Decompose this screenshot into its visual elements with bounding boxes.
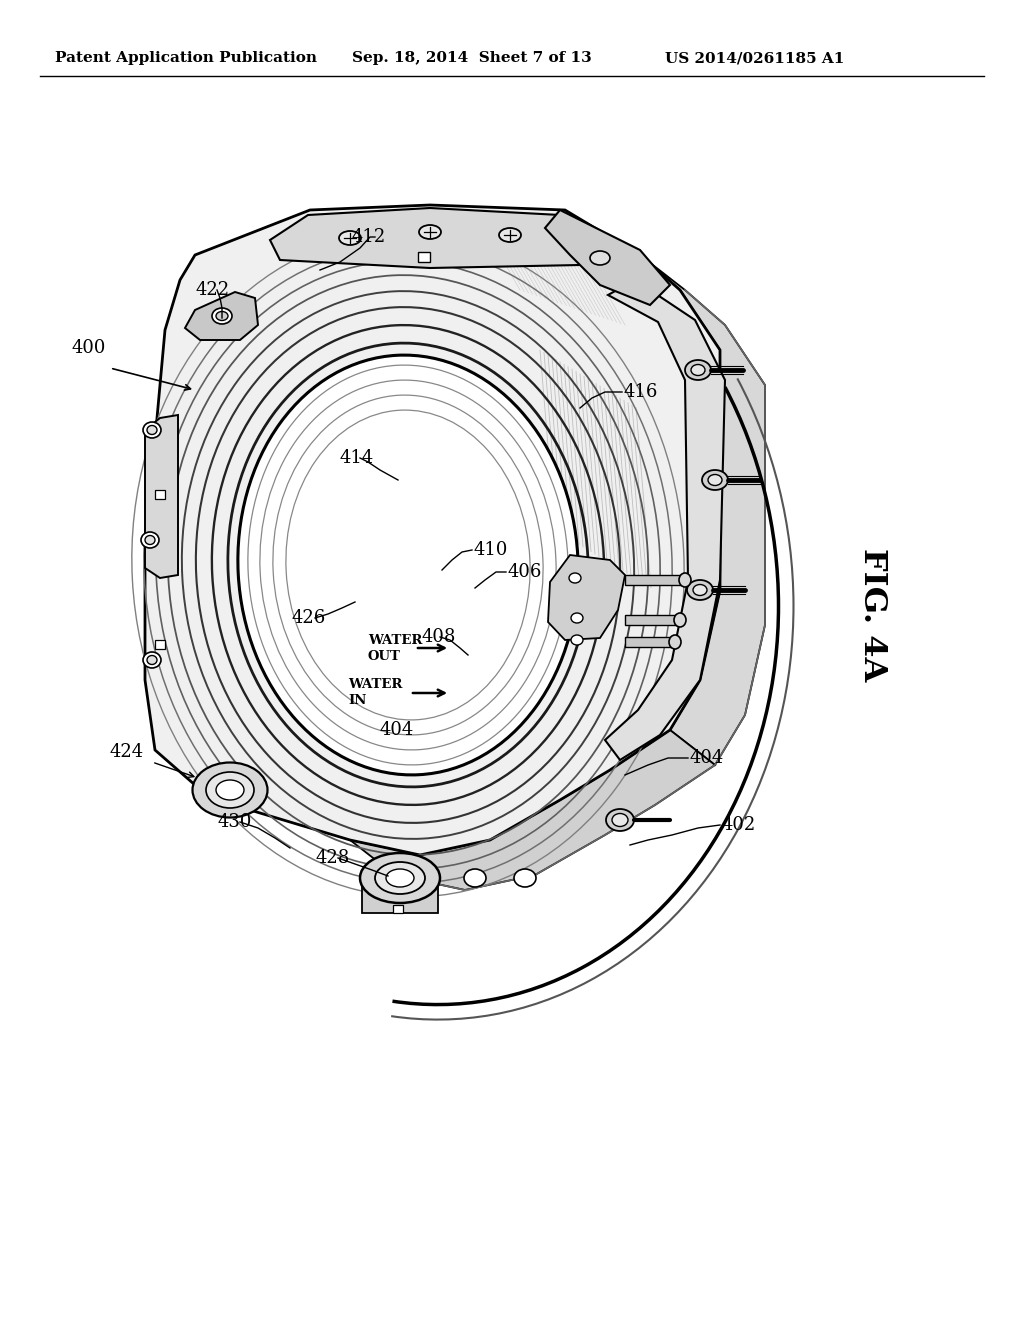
Ellipse shape <box>691 364 705 375</box>
Text: 404: 404 <box>380 721 415 739</box>
Text: 424: 424 <box>110 743 144 762</box>
Bar <box>393 906 403 913</box>
Polygon shape <box>605 280 725 760</box>
Ellipse shape <box>514 869 536 887</box>
Polygon shape <box>545 210 670 305</box>
Ellipse shape <box>216 312 228 321</box>
Bar <box>418 252 430 261</box>
Text: 400: 400 <box>72 339 106 356</box>
Ellipse shape <box>464 869 486 887</box>
Text: OUT: OUT <box>368 649 400 663</box>
Text: Sep. 18, 2014  Sheet 7 of 13: Sep. 18, 2014 Sheet 7 of 13 <box>352 51 592 65</box>
Text: US 2014/0261185 A1: US 2014/0261185 A1 <box>665 51 845 65</box>
Text: FIG. 4A: FIG. 4A <box>856 548 888 681</box>
Ellipse shape <box>206 772 254 808</box>
Ellipse shape <box>679 573 691 587</box>
Text: 408: 408 <box>422 628 457 645</box>
Ellipse shape <box>612 813 628 826</box>
Bar <box>625 576 685 585</box>
Text: 428: 428 <box>316 849 350 867</box>
Polygon shape <box>350 730 715 890</box>
Text: 426: 426 <box>292 609 327 627</box>
Text: WATER: WATER <box>348 678 402 692</box>
Bar <box>155 640 165 649</box>
Ellipse shape <box>674 612 686 627</box>
Text: 430: 430 <box>218 813 252 832</box>
Text: 402: 402 <box>722 816 757 834</box>
Ellipse shape <box>606 809 634 832</box>
Text: WATER: WATER <box>368 634 422 647</box>
Ellipse shape <box>147 656 157 664</box>
Ellipse shape <box>360 853 440 903</box>
Ellipse shape <box>571 612 583 623</box>
Ellipse shape <box>687 579 713 601</box>
Text: 416: 416 <box>624 383 658 401</box>
Text: 404: 404 <box>690 748 724 767</box>
Bar <box>625 638 675 647</box>
Ellipse shape <box>193 763 267 817</box>
Text: 406: 406 <box>508 564 543 581</box>
Polygon shape <box>145 414 178 578</box>
Text: Patent Application Publication: Patent Application Publication <box>55 51 317 65</box>
Ellipse shape <box>499 228 521 242</box>
Ellipse shape <box>147 425 157 434</box>
Ellipse shape <box>419 224 441 239</box>
Ellipse shape <box>143 652 161 668</box>
Bar <box>625 615 680 624</box>
Text: 422: 422 <box>196 281 230 300</box>
Ellipse shape <box>216 780 244 800</box>
Polygon shape <box>548 554 625 640</box>
Ellipse shape <box>571 635 583 645</box>
Ellipse shape <box>590 251 610 265</box>
Polygon shape <box>640 255 765 766</box>
Polygon shape <box>145 205 720 855</box>
Ellipse shape <box>238 355 579 775</box>
Ellipse shape <box>145 536 155 544</box>
Ellipse shape <box>386 869 414 887</box>
Ellipse shape <box>669 635 681 649</box>
Ellipse shape <box>569 573 581 583</box>
Ellipse shape <box>685 360 711 380</box>
Ellipse shape <box>375 862 425 894</box>
Polygon shape <box>185 292 258 341</box>
Bar <box>155 490 165 499</box>
Text: 412: 412 <box>352 228 386 246</box>
Polygon shape <box>270 209 595 268</box>
Ellipse shape <box>702 470 728 490</box>
Ellipse shape <box>693 585 707 595</box>
Ellipse shape <box>339 231 361 246</box>
Ellipse shape <box>708 474 722 486</box>
Ellipse shape <box>143 422 161 438</box>
Ellipse shape <box>212 308 232 323</box>
Text: 414: 414 <box>340 449 374 467</box>
Ellipse shape <box>141 532 159 548</box>
Bar <box>362 878 438 913</box>
Text: 410: 410 <box>474 541 508 558</box>
Text: IN: IN <box>348 694 367 708</box>
